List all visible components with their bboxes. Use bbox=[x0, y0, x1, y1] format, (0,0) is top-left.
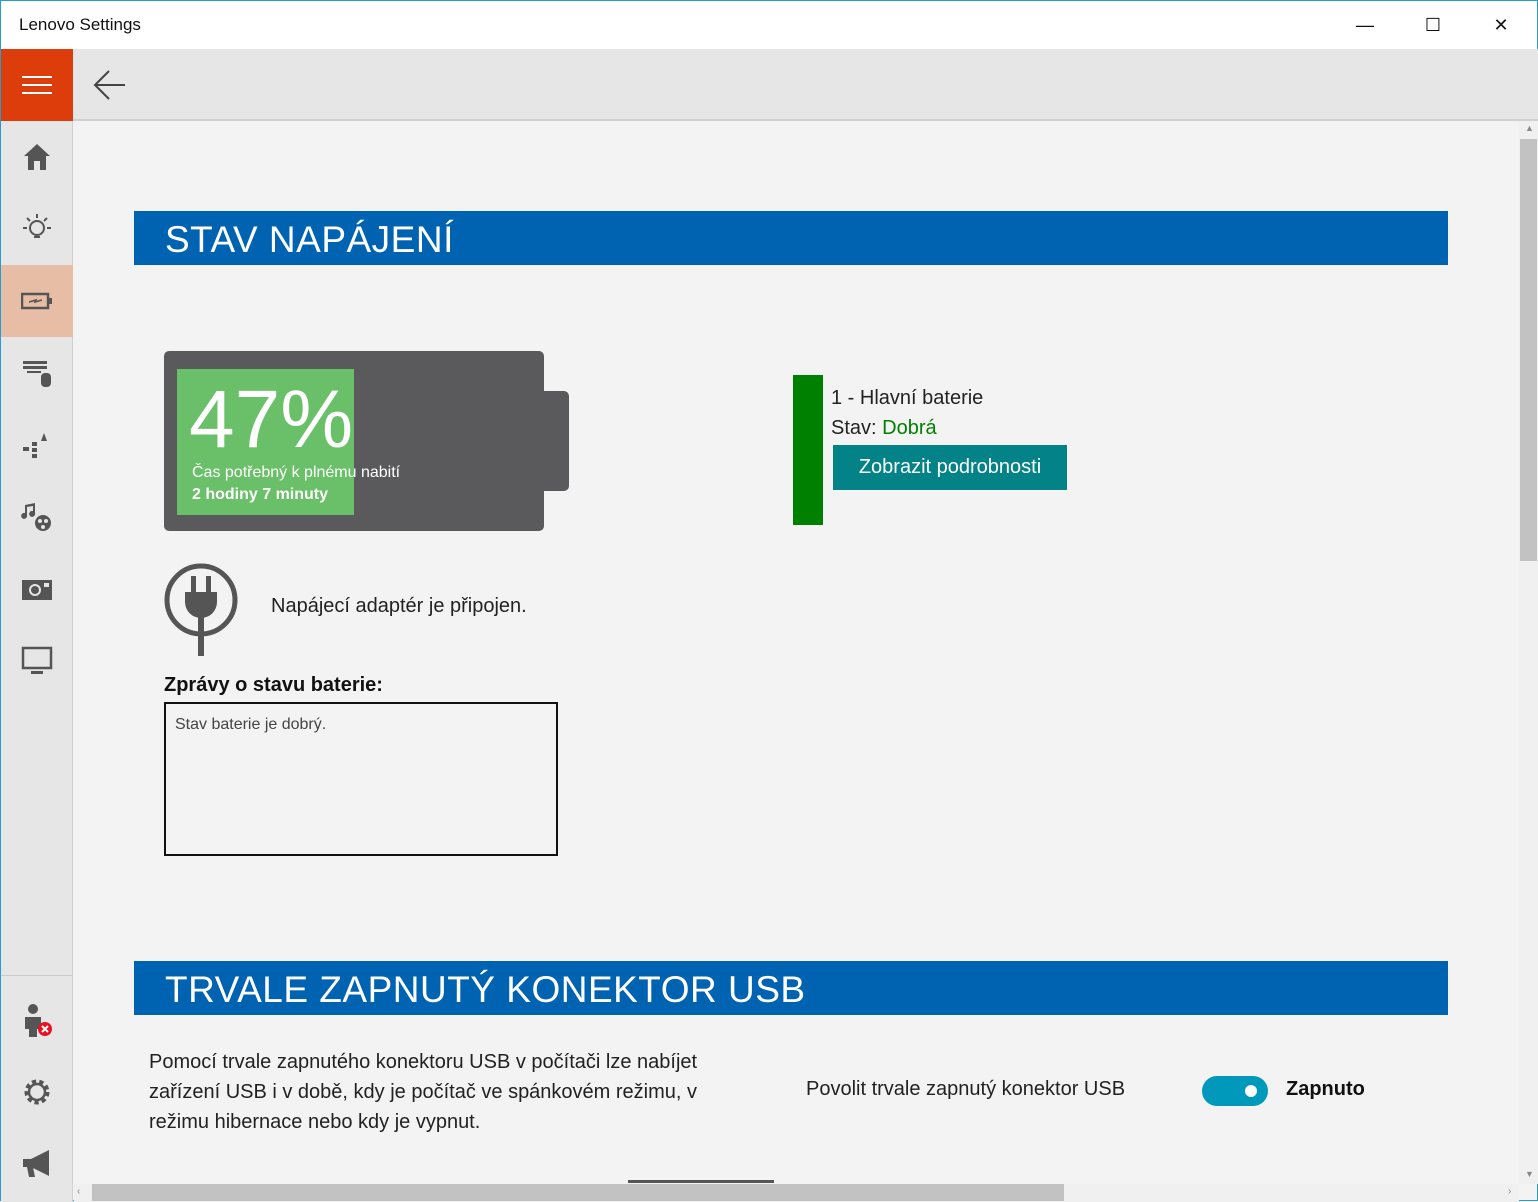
sidebar bbox=[1, 121, 73, 1202]
title-bar: Lenovo Settings — ☐ ✕ bbox=[1, 1, 1537, 49]
hamburger-icon bbox=[22, 76, 52, 94]
sidebar-divider bbox=[1, 975, 73, 976]
keyboard-mouse-icon bbox=[23, 361, 51, 387]
sidebar-item-power[interactable] bbox=[1, 265, 73, 337]
sidebar-item-settings[interactable] bbox=[1, 1056, 73, 1128]
sidebar-item-camera[interactable] bbox=[1, 553, 73, 625]
top-bar bbox=[73, 49, 1538, 121]
sidebar-item-display[interactable] bbox=[1, 625, 73, 697]
minimize-button[interactable]: — bbox=[1356, 14, 1374, 35]
scroll-left-icon[interactable]: ‹ bbox=[77, 1186, 81, 1197]
scroll-up-icon[interactable]: ▲ bbox=[1525, 123, 1534, 133]
vertical-scroll-thumb[interactable] bbox=[1520, 139, 1537, 561]
home-icon bbox=[24, 144, 50, 170]
messages-label: Zprávy o stavu baterie: bbox=[164, 674, 383, 696]
sidebar-item-home[interactable] bbox=[1, 121, 73, 193]
sidebar-item-network[interactable] bbox=[1, 409, 73, 481]
show-details-button[interactable]: Zobrazit podrobnosti bbox=[833, 445, 1067, 490]
battery-terminal bbox=[541, 391, 569, 491]
scroll-right-icon[interactable]: › bbox=[1508, 1186, 1512, 1197]
power-status-header: STAV NAPÁJENÍ bbox=[134, 211, 1448, 265]
sidebar-item-account[interactable] bbox=[1, 985, 73, 1057]
back-arrow-icon[interactable] bbox=[93, 69, 127, 101]
horizontal-scrollbar[interactable]: ‹ › bbox=[74, 1180, 1519, 1202]
sidebar-item-input[interactable] bbox=[1, 337, 73, 409]
usb-toggle-state: Zapnuto bbox=[1286, 1078, 1365, 1100]
maximize-button[interactable]: ☐ bbox=[1424, 14, 1442, 35]
camera-icon bbox=[22, 580, 52, 600]
status-label: Stav: bbox=[831, 417, 877, 439]
toggle-knob bbox=[1245, 1085, 1257, 1097]
display-icon bbox=[21, 646, 53, 674]
power-plug-icon bbox=[164, 563, 238, 656]
status-value: Dobrá bbox=[882, 417, 937, 439]
usb-toggle-label: Povolit trvale zapnutý konektor USB bbox=[806, 1078, 1126, 1100]
charge-time-label: Čas potřebný k plnému nabití bbox=[192, 464, 401, 481]
usb-toggle[interactable] bbox=[1202, 1076, 1268, 1106]
horizontal-scroll-thumb[interactable] bbox=[92, 1184, 1064, 1201]
battery-percent: 47% bbox=[189, 374, 354, 465]
battery-status: Stav: Dobrá bbox=[831, 417, 937, 440]
megaphone-icon bbox=[23, 1150, 49, 1177]
gear-icon bbox=[24, 1079, 50, 1105]
usb-header: TRVALE ZAPNUTÝ KONEKTOR USB bbox=[134, 961, 1448, 1015]
scroll-down-icon[interactable]: ▼ bbox=[1525, 1169, 1534, 1179]
battery-health-bar bbox=[793, 375, 823, 525]
media-icon bbox=[21, 503, 51, 531]
menu-button[interactable] bbox=[1, 49, 73, 121]
charge-time-value: 2 hodiny 7 minuty bbox=[192, 486, 329, 503]
vertical-scrollbar[interactable]: ▲ ▼ bbox=[1519, 121, 1538, 1184]
sidebar-item-audio-video[interactable] bbox=[1, 481, 73, 553]
usb-description: Pomocí trvale zapnutého konektoru USB v … bbox=[149, 1051, 698, 1133]
close-button[interactable]: ✕ bbox=[1493, 14, 1509, 35]
window-title: Lenovo Settings bbox=[19, 15, 141, 34]
battery-icon bbox=[21, 292, 52, 310]
adapter-status: Napájecí adaptér je připojen. bbox=[271, 595, 527, 617]
scroll-indicator bbox=[628, 1180, 774, 1183]
lightbulb-icon bbox=[23, 214, 51, 238]
user-error-icon bbox=[25, 1004, 52, 1037]
battery-messages-box: Stav baterie je dobrý. bbox=[164, 702, 558, 856]
sidebar-item-feedback[interactable] bbox=[1, 1127, 73, 1199]
network-icon bbox=[23, 433, 47, 458]
battery-charge-fill bbox=[177, 369, 354, 515]
sidebar-item-lighting[interactable] bbox=[1, 193, 73, 265]
battery-name: 1 - Hlavní baterie bbox=[831, 387, 984, 409]
